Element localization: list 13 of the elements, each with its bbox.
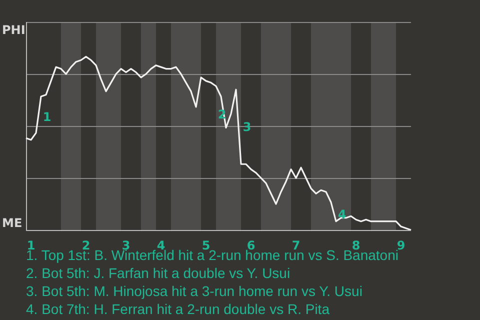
- x-tick-label: 6: [246, 238, 256, 252]
- x-tick-label: 9: [396, 238, 406, 252]
- text: PHI: [2, 23, 26, 37]
- text: 4. Bot 7th: H. Ferran hit a 2-run double vs R. Pita: [26, 300, 330, 318]
- x-tick-label: 7: [292, 238, 300, 252]
- x-tick-label: 2: [82, 238, 90, 252]
- text: 3. Bot 5th: M. Hinojosa hit a 3-run home run vs Y. Usui: [26, 282, 364, 300]
- text: 2. Bot 5th: J. Farfan hit a double vs Y. Usui: [26, 264, 292, 282]
- x-tick-label: 8: [352, 238, 360, 252]
- annotation: 1: [42, 110, 52, 124]
- x-tick-label: 5: [202, 238, 210, 252]
- x-tick-label: 4: [156, 238, 166, 252]
- text: ME: [2, 216, 22, 230]
